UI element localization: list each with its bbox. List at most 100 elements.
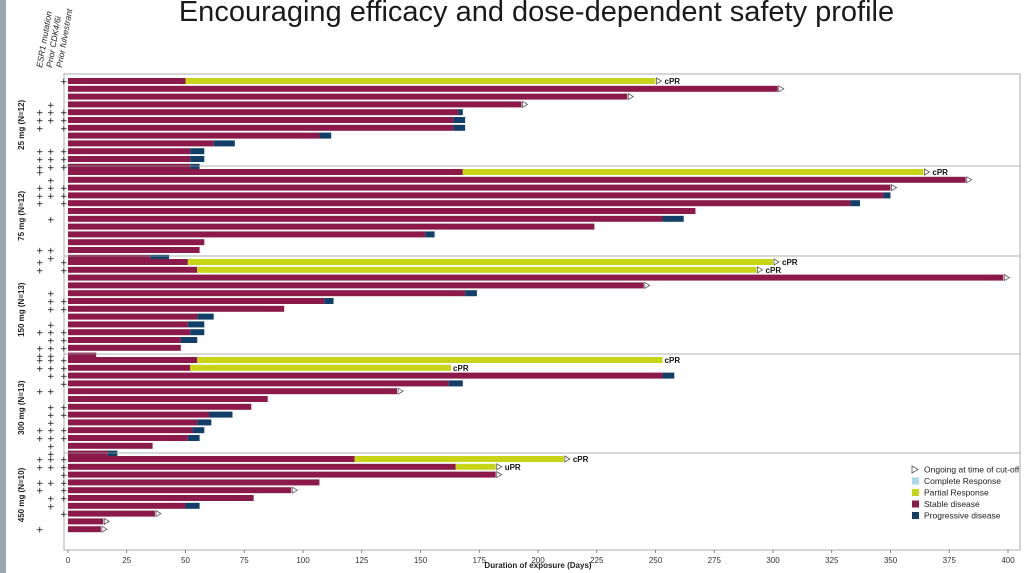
prior-therapy-marker: + bbox=[47, 450, 55, 460]
group-label: 150 mg (N=13) bbox=[17, 282, 26, 337]
response-label: cPR bbox=[665, 77, 681, 86]
bar-segment-progressive bbox=[425, 231, 435, 238]
bar-segment-stable bbox=[68, 208, 696, 214]
prior-therapy-marker: + bbox=[60, 109, 68, 119]
bar-segment-progressive bbox=[453, 117, 466, 123]
x-tick-label: 225 bbox=[590, 556, 604, 565]
bar-segment-stable bbox=[68, 518, 104, 525]
prior-therapy-marker: + bbox=[47, 254, 55, 264]
prior-therapy-marker: + bbox=[60, 487, 68, 497]
prior-therapy-marker: + bbox=[47, 290, 55, 300]
bar-segment-stable bbox=[68, 463, 456, 470]
prior-therapy-marker: + bbox=[36, 388, 44, 398]
prior-therapy-marker: + bbox=[36, 456, 44, 466]
prior-therapy-marker: + bbox=[36, 427, 44, 437]
bar-segment-stable bbox=[68, 427, 193, 434]
prior-therapy-marker: + bbox=[60, 192, 68, 202]
prior-therapy-marker: + bbox=[60, 124, 68, 134]
bar-segment-progressive bbox=[448, 380, 463, 387]
prior-therapy-marker: + bbox=[36, 247, 44, 257]
slide-accent-bar bbox=[0, 0, 6, 573]
prior-therapy-marker: + bbox=[47, 463, 55, 473]
legend-label-ongoing: Ongoing at time of cut-off bbox=[924, 465, 1020, 475]
prior-therapy-marker: + bbox=[47, 372, 55, 382]
prior-therapy-marker: + bbox=[47, 502, 55, 512]
ongoing-marker bbox=[496, 463, 503, 471]
bar-segment-stable bbox=[68, 442, 153, 449]
bar-segment-stable bbox=[68, 502, 186, 509]
prior-therapy-marker: + bbox=[36, 463, 44, 473]
bar-segment-stable bbox=[68, 298, 325, 304]
prior-therapy-marker: + bbox=[60, 298, 68, 308]
bar-segment-progressive bbox=[197, 313, 214, 320]
ongoing-marker bbox=[924, 168, 931, 176]
prior-therapy-marker: + bbox=[36, 148, 44, 158]
prior-therapy-marker: + bbox=[60, 305, 68, 315]
x-tick-label: 150 bbox=[414, 556, 428, 565]
prior-therapy-marker: + bbox=[36, 526, 44, 536]
prior-therapy-marker: + bbox=[36, 117, 44, 127]
bar-segment-stable bbox=[68, 396, 268, 402]
ongoing-marker bbox=[496, 470, 503, 479]
ongoing-marker bbox=[644, 281, 651, 290]
bar-segment-progressive bbox=[662, 215, 684, 222]
response-label: cPR bbox=[766, 266, 782, 275]
bar-segment-stable bbox=[68, 101, 522, 108]
bar-segment-stable bbox=[68, 337, 181, 343]
bar-segment-stable bbox=[68, 184, 891, 191]
bar-segment-stable bbox=[68, 435, 188, 441]
ongoing-marker bbox=[397, 387, 404, 395]
bar-segment-stable bbox=[68, 344, 181, 351]
prior-therapy-marker: + bbox=[47, 411, 55, 421]
ongoing-marker bbox=[291, 486, 299, 494]
prior-therapy-marker: + bbox=[36, 156, 44, 166]
bar-segment-stable bbox=[68, 305, 285, 312]
prior-therapy-marker: + bbox=[60, 344, 68, 354]
prior-therapy-marker: + bbox=[36, 364, 44, 374]
response-label: cPR bbox=[932, 168, 948, 177]
bar-segment-stable bbox=[68, 124, 454, 131]
prior-therapy-marker: + bbox=[36, 259, 44, 269]
prior-therapy-marker: + bbox=[60, 403, 68, 413]
x-axis-title: Duration of exposure (Days) bbox=[484, 561, 591, 570]
bar-segment-stable bbox=[68, 510, 155, 517]
response-label: cPR bbox=[573, 455, 589, 464]
bar-segment-stable bbox=[68, 176, 966, 183]
bar-segment-progressive bbox=[319, 132, 332, 139]
bar-segment-stable bbox=[68, 388, 397, 395]
bar-segment-progressive bbox=[213, 140, 235, 147]
bar-segment-stable bbox=[68, 117, 454, 123]
legend-swatch-complete bbox=[912, 477, 919, 485]
bar-segment-stable bbox=[68, 254, 151, 261]
prior-therapy-marker: + bbox=[47, 479, 55, 489]
bar-segment-stable bbox=[68, 109, 459, 116]
ongoing-marker bbox=[656, 77, 663, 85]
bar-segment-progressive bbox=[209, 411, 233, 418]
bar-segment-stable bbox=[68, 274, 1004, 281]
prior-therapy-marker: + bbox=[47, 403, 55, 413]
ongoing-marker bbox=[564, 455, 571, 463]
prior-therapy-marker: + bbox=[47, 364, 55, 374]
x-tick-label: 200 bbox=[531, 556, 545, 565]
prior-therapy-marker: + bbox=[47, 321, 55, 331]
prior-therapy-marker: + bbox=[47, 456, 55, 466]
bar-segment-stable bbox=[68, 495, 254, 501]
bar-segment-stable bbox=[68, 456, 355, 462]
bar-segment-stable bbox=[68, 411, 209, 418]
prior-therapy-marker: + bbox=[47, 148, 55, 158]
prior-therapy-marker: + bbox=[60, 372, 68, 382]
group-label: 25 mg (N=12) bbox=[17, 99, 26, 149]
legend-label-partial: Partial Response bbox=[924, 488, 989, 498]
legend-swatch-partial bbox=[912, 489, 919, 496]
prior-therapy-marker: + bbox=[47, 344, 55, 354]
prior-therapy-marker: + bbox=[36, 163, 44, 173]
bar-segment-progressive bbox=[190, 329, 205, 336]
bar-segment-stable bbox=[68, 313, 198, 320]
group-label: 450 mg (N=10) bbox=[17, 467, 26, 522]
prior-therapy-marker: + bbox=[47, 329, 55, 339]
bar-segment-progressive bbox=[458, 109, 463, 116]
prior-therapy-marker: + bbox=[47, 305, 55, 315]
bar-segment-partial bbox=[197, 266, 757, 273]
prior-therapy-marker: + bbox=[60, 427, 68, 437]
bar-segment-stable bbox=[68, 156, 191, 162]
